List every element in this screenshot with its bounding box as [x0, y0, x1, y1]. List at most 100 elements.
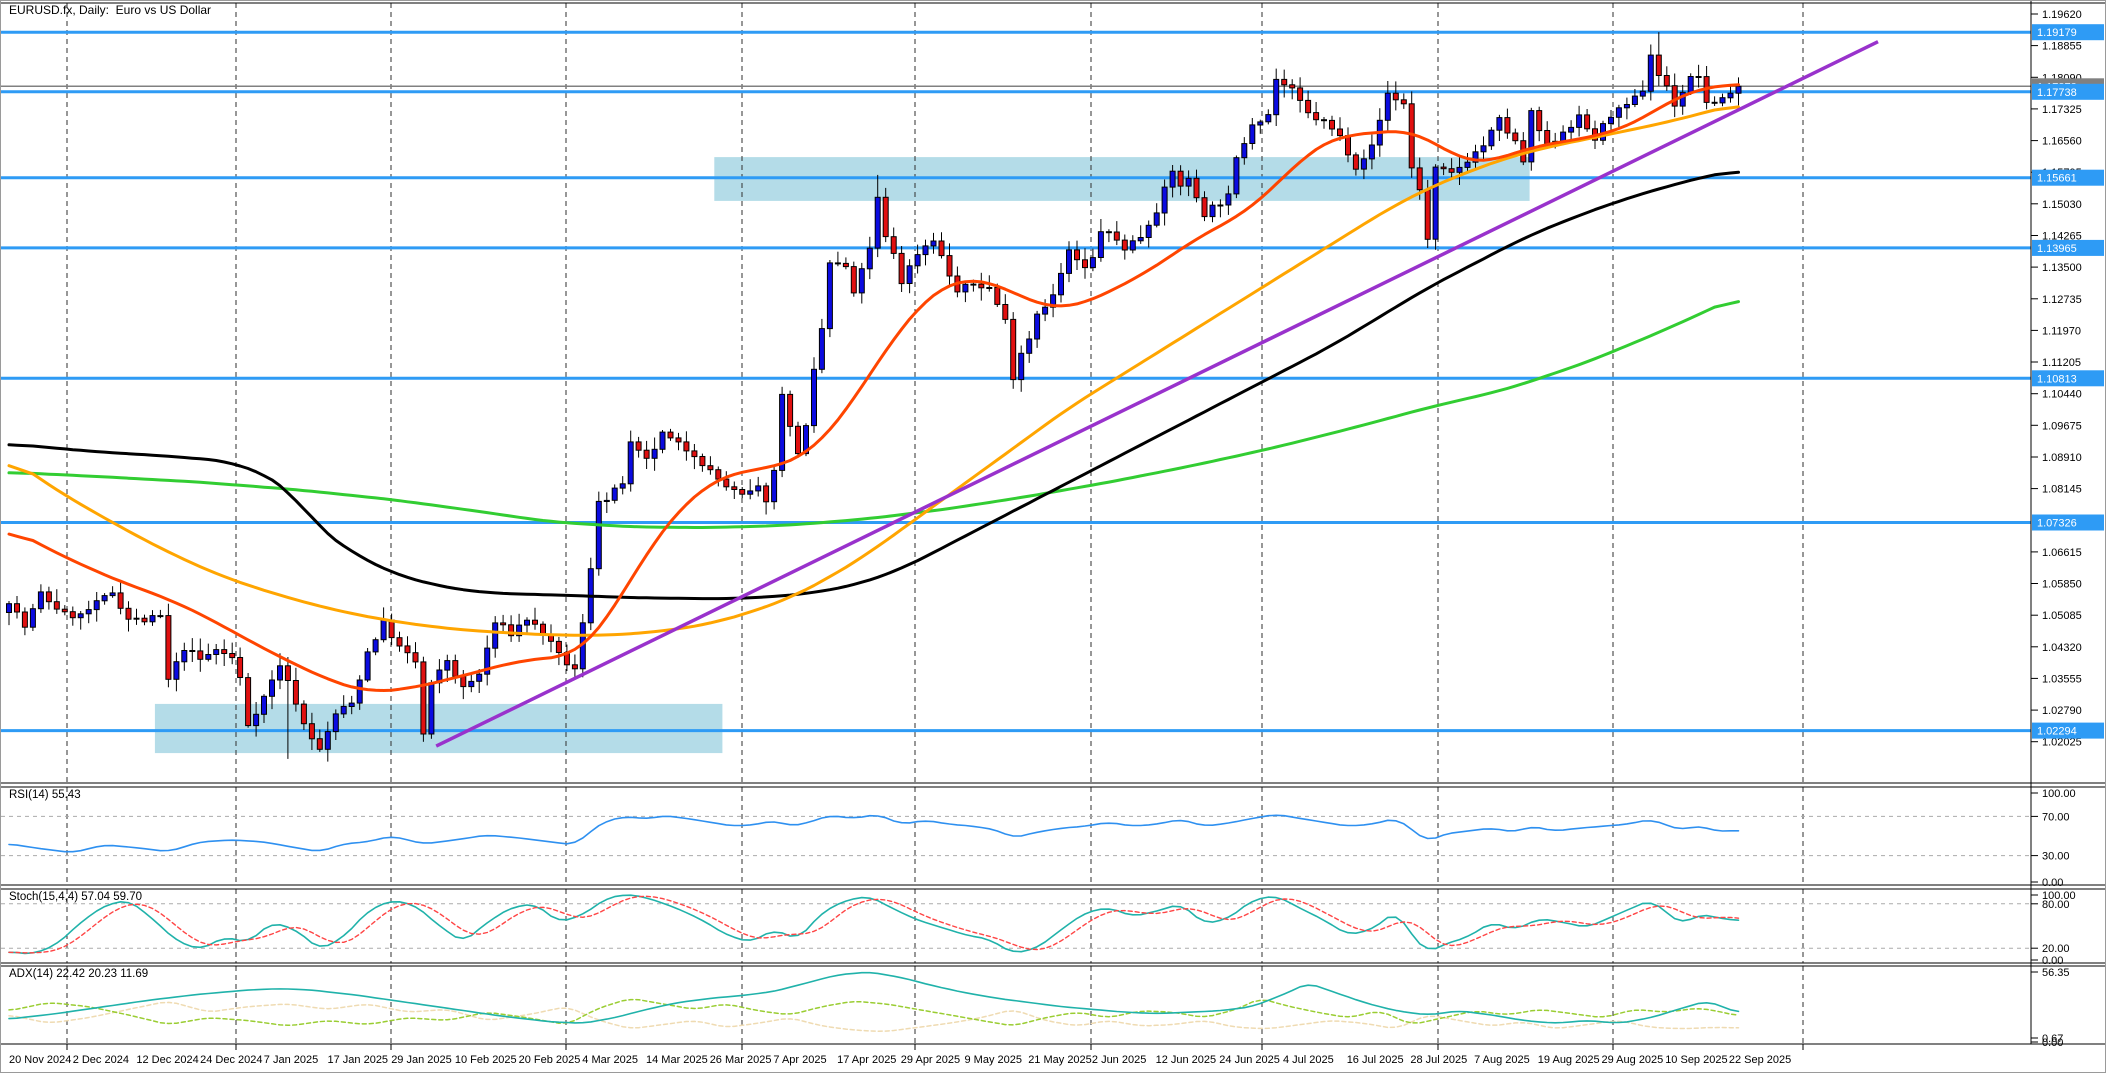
candle — [1329, 119, 1335, 130]
candle — [444, 660, 451, 671]
candle — [1727, 92, 1734, 99]
candle — [747, 490, 754, 495]
candle — [221, 649, 228, 654]
candle — [611, 487, 618, 501]
moving-averages-layer — [7, 83, 1740, 692]
candle — [1392, 92, 1399, 101]
candle — [356, 679, 363, 704]
rsi-line — [8, 814, 1740, 853]
candle — [1512, 132, 1519, 142]
candle — [1400, 99, 1407, 105]
candle — [1225, 193, 1232, 206]
grid-layer — [66, 3, 1804, 1044]
indicator-axis-label: 0.67 — [2042, 1033, 2063, 1045]
candle — [651, 448, 658, 459]
candle — [1448, 168, 1455, 173]
candle — [595, 500, 602, 570]
candle — [755, 485, 762, 492]
candle — [635, 441, 642, 451]
candle — [1153, 212, 1160, 226]
price-line-badge-bg — [2032, 722, 2104, 739]
candle — [516, 624, 523, 637]
date-label: 24 Jun 2025 — [1219, 1054, 1280, 1066]
candle — [324, 731, 331, 750]
candle — [850, 266, 857, 294]
candle — [1177, 170, 1184, 187]
candles-layer — [6, 32, 1742, 762]
candle — [21, 611, 28, 628]
candle — [205, 654, 212, 660]
candle — [133, 617, 140, 620]
candle — [173, 661, 180, 680]
adx-line — [8, 971, 1740, 1024]
date-label: 22 Sep 2025 — [1729, 1054, 1791, 1066]
candle — [986, 287, 993, 289]
date-label: 10 Feb 2025 — [455, 1054, 517, 1066]
indicator-axis-label: 56.35 — [2042, 967, 2070, 979]
candle — [1472, 151, 1479, 163]
candle — [1424, 189, 1431, 240]
candle — [6, 603, 12, 614]
candle — [420, 661, 427, 735]
candle — [1647, 54, 1654, 92]
candle — [1711, 101, 1718, 104]
date-label: 21 May 2025 — [1028, 1054, 1092, 1066]
candle — [149, 615, 156, 623]
candle — [1655, 54, 1662, 76]
candle — [245, 677, 252, 727]
candle — [699, 456, 706, 467]
candle — [532, 619, 538, 625]
candle — [1496, 117, 1503, 131]
candle — [492, 622, 499, 649]
price-tick-label: 1.05085 — [2042, 610, 2082, 622]
candle — [14, 603, 20, 613]
price-tick-label: 1.11205 — [2042, 357, 2081, 369]
candle — [994, 287, 1001, 305]
date-label: 29 Aug 2025 — [1602, 1054, 1664, 1066]
candle — [1432, 166, 1439, 240]
stoch-d-line — [8, 895, 1740, 954]
candle — [771, 469, 778, 503]
candle — [125, 607, 132, 620]
candle — [460, 675, 467, 688]
candle — [675, 437, 682, 443]
candle — [452, 660, 459, 677]
candle — [189, 650, 196, 652]
candle — [1337, 128, 1343, 137]
candle — [109, 592, 116, 597]
candle — [316, 738, 323, 750]
candle — [364, 651, 371, 681]
date-label: 7 Apr 2025 — [773, 1054, 826, 1066]
indicator-axis-label: 0.00 — [2042, 955, 2063, 967]
candle — [874, 196, 881, 249]
candle — [1097, 231, 1104, 258]
price-line-badge-bg — [2032, 514, 2104, 531]
candle — [284, 665, 291, 681]
candle — [1528, 110, 1535, 163]
candle — [1105, 231, 1112, 234]
price-line-badge: 1.13965 — [2037, 243, 2077, 255]
time-axis: 20 Nov 2024 2 Dec 2024 12 Dec 2024 24 Dec 2… — [9, 1044, 1804, 1066]
candle — [890, 236, 897, 254]
candle — [308, 723, 315, 740]
candle — [1615, 107, 1622, 118]
date-label: 28 Jul 2025 — [1410, 1054, 1467, 1066]
candle — [787, 393, 794, 427]
candle — [1368, 144, 1375, 160]
candle — [627, 441, 634, 485]
indicator-axis-label: 20.00 — [2042, 943, 2070, 955]
ma-fast-red — [7, 83, 1740, 692]
candle — [165, 615, 172, 680]
candle — [1193, 177, 1200, 199]
candle — [1631, 95, 1638, 105]
price-tick-label: 1.10440 — [2042, 389, 2082, 401]
adx-panel: 56.35 0.670.00 — [8, 967, 2070, 1049]
candle — [779, 393, 786, 471]
candle — [731, 486, 738, 490]
candle — [1074, 249, 1080, 261]
candle — [1313, 112, 1320, 121]
candle — [667, 431, 674, 439]
